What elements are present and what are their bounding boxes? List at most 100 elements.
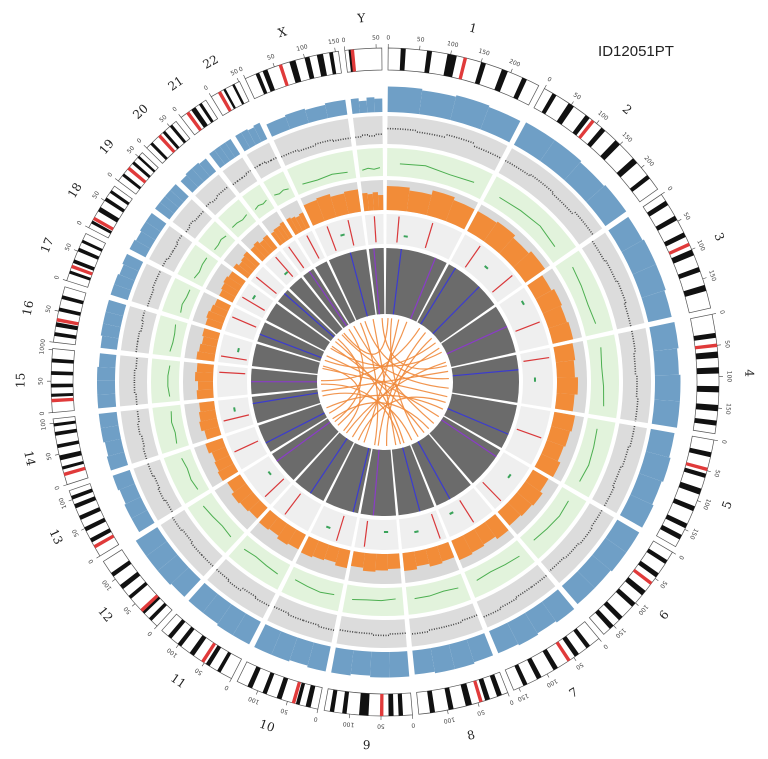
tick-mark bbox=[613, 625, 617, 629]
track-points bbox=[460, 614, 478, 622]
track-points bbox=[446, 133, 476, 145]
tick-mark bbox=[571, 101, 574, 105]
track-bar bbox=[233, 263, 251, 279]
track-bar bbox=[507, 612, 539, 646]
centromere bbox=[291, 681, 302, 704]
track-points bbox=[564, 542, 580, 560]
link bbox=[351, 347, 440, 438]
track-points bbox=[147, 463, 154, 477]
track-background bbox=[387, 116, 508, 171]
chromosome-label: 9 bbox=[362, 738, 370, 752]
track-bar bbox=[480, 106, 521, 143]
track-bar bbox=[525, 601, 556, 634]
cytoband bbox=[84, 517, 106, 532]
tick-mark bbox=[63, 484, 68, 487]
cytoband bbox=[189, 635, 207, 656]
track-background bbox=[218, 199, 257, 238]
track-points bbox=[578, 527, 593, 545]
chromosome-label: 3 bbox=[711, 230, 727, 243]
cytoband bbox=[397, 693, 404, 716]
track-points bbox=[146, 297, 152, 307]
ring-line bbox=[420, 267, 457, 325]
centromere bbox=[350, 49, 357, 72]
track-bar bbox=[119, 264, 139, 281]
cytoband bbox=[109, 190, 130, 206]
track-background bbox=[356, 148, 384, 178]
centromere bbox=[668, 242, 691, 255]
ring-background bbox=[251, 343, 320, 374]
tick-label: 100 bbox=[545, 677, 559, 689]
ring-line bbox=[373, 248, 380, 315]
tick-label: 0 bbox=[53, 275, 61, 281]
track-bar bbox=[219, 289, 236, 303]
chromosome-label: 7 bbox=[567, 685, 581, 701]
tick-label: 200 bbox=[643, 155, 656, 168]
cytoband bbox=[629, 175, 650, 192]
track-points bbox=[410, 630, 429, 635]
track-background bbox=[386, 148, 493, 200]
cytoband bbox=[342, 691, 350, 714]
track-line bbox=[180, 289, 191, 313]
cytoband bbox=[61, 295, 84, 305]
sv-segment bbox=[288, 246, 305, 269]
track-bar bbox=[551, 411, 576, 432]
track-bar bbox=[350, 551, 365, 568]
cytoband bbox=[671, 249, 695, 264]
track-line bbox=[181, 457, 199, 490]
track-bar bbox=[249, 500, 268, 519]
tick-label: 150 bbox=[614, 626, 627, 639]
tick-label: 50 bbox=[682, 211, 692, 221]
link bbox=[326, 355, 440, 418]
tick-label: 100 bbox=[701, 498, 712, 511]
track-bar bbox=[223, 276, 243, 292]
tick-mark bbox=[272, 62, 275, 67]
cytoband bbox=[427, 690, 436, 713]
track-bar bbox=[316, 193, 337, 221]
ring-line bbox=[308, 271, 348, 327]
track-bar bbox=[387, 553, 401, 569]
track-bar bbox=[499, 237, 529, 268]
chromosome-label: 11 bbox=[168, 671, 189, 691]
chromosome-label: 2 bbox=[620, 102, 635, 118]
track-line bbox=[600, 347, 605, 407]
track-background bbox=[152, 404, 189, 454]
cytoband bbox=[399, 48, 406, 71]
cytoband bbox=[137, 155, 156, 173]
track-bar bbox=[199, 418, 219, 432]
track-bar bbox=[541, 440, 564, 462]
track-background bbox=[120, 306, 157, 354]
track-bar bbox=[632, 264, 666, 298]
cytoband bbox=[255, 72, 268, 95]
track-background bbox=[120, 408, 159, 464]
track-background bbox=[405, 573, 472, 615]
track-bar bbox=[271, 631, 298, 662]
cytoband bbox=[348, 49, 354, 72]
tick-mark bbox=[697, 500, 702, 503]
ideogram bbox=[690, 313, 720, 435]
track-points bbox=[176, 234, 183, 243]
track-points bbox=[302, 619, 319, 626]
tick-label: 0 bbox=[677, 554, 685, 561]
cytoband bbox=[169, 124, 187, 144]
track-points bbox=[574, 211, 594, 236]
tick-label: 0 bbox=[171, 105, 178, 113]
ring-line bbox=[276, 421, 331, 462]
ring-line bbox=[417, 441, 451, 500]
tick-label: 0 bbox=[39, 411, 46, 416]
track-bar bbox=[307, 642, 331, 672]
centromere bbox=[186, 111, 202, 132]
centromere bbox=[685, 462, 708, 472]
track-bar bbox=[474, 521, 496, 545]
cytoband bbox=[460, 683, 472, 707]
tick-mark bbox=[706, 470, 711, 473]
track-points bbox=[314, 139, 333, 146]
track-bar bbox=[555, 360, 575, 378]
track-bar bbox=[231, 483, 253, 504]
tick-mark bbox=[131, 603, 136, 607]
track-points bbox=[612, 466, 622, 487]
chart-title: ID12051PT bbox=[598, 43, 674, 60]
tick-mark bbox=[661, 191, 665, 195]
track-background bbox=[172, 199, 213, 239]
track-bar bbox=[286, 217, 300, 236]
track-background bbox=[267, 595, 338, 643]
